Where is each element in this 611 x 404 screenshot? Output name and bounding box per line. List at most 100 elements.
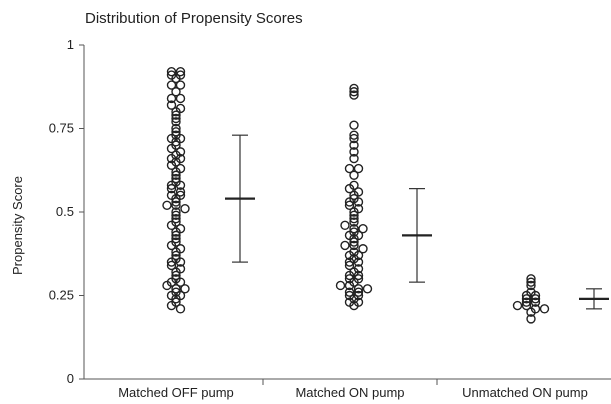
data-point <box>349 87 359 97</box>
data-point <box>171 177 181 187</box>
data-point <box>349 83 359 94</box>
data-point <box>175 147 186 157</box>
data-point <box>171 127 181 137</box>
data-point <box>521 300 532 311</box>
x-category-label: Matched OFF pump <box>118 385 234 400</box>
data-point <box>353 163 364 174</box>
data-point <box>171 170 181 180</box>
data-point <box>530 297 541 307</box>
data-point <box>349 210 359 221</box>
data-point <box>526 274 536 284</box>
data-point <box>526 277 536 287</box>
data-point <box>175 93 186 104</box>
data-point <box>521 297 532 307</box>
y-tick-label: 0 <box>67 371 74 386</box>
data-point <box>171 173 181 184</box>
data-point <box>180 203 190 214</box>
data-point <box>349 90 359 100</box>
data-point <box>171 230 181 241</box>
y-tick-label: 1 <box>67 37 74 52</box>
data-point <box>171 207 181 217</box>
data-point <box>530 304 541 314</box>
data-point <box>521 294 532 304</box>
data-point <box>175 187 186 197</box>
data-point <box>171 110 181 120</box>
data-point <box>171 200 181 211</box>
data-point <box>175 70 186 80</box>
data-point <box>171 140 181 150</box>
y-tick-label: 0.75 <box>49 121 74 136</box>
data-point <box>175 244 186 254</box>
data-point <box>349 170 359 180</box>
data-point <box>171 250 181 261</box>
data-point <box>166 80 177 90</box>
data-point <box>335 280 346 291</box>
x-category-label: Matched ON pump <box>295 385 404 400</box>
data-point <box>349 180 359 190</box>
data-point <box>175 190 186 201</box>
data-point <box>349 153 359 164</box>
y-tick-label: 0.25 <box>49 288 74 303</box>
y-tick-label: 0.5 <box>56 204 74 219</box>
data-point <box>175 304 186 314</box>
data-point <box>171 234 181 244</box>
data-point <box>349 240 359 251</box>
data-point <box>175 223 186 234</box>
data-point <box>349 217 359 227</box>
data-point <box>340 240 350 251</box>
data-point <box>353 284 364 294</box>
data-point <box>358 244 368 254</box>
data-point <box>344 274 355 284</box>
data-point <box>526 280 536 291</box>
data-point <box>171 117 181 127</box>
data-point <box>349 223 359 234</box>
data-point <box>171 217 181 227</box>
data-point <box>349 213 359 224</box>
data-point <box>171 130 181 140</box>
data-point <box>166 183 177 194</box>
data-point <box>353 264 364 274</box>
data-point <box>171 123 181 134</box>
data-point <box>171 213 181 224</box>
data-point <box>344 287 355 297</box>
data-point <box>175 264 186 274</box>
data-point <box>349 147 359 157</box>
data-point <box>166 190 177 201</box>
data-point <box>166 100 177 110</box>
data-point <box>344 163 355 174</box>
data-point <box>353 290 364 301</box>
data-point <box>171 297 181 307</box>
data-point <box>362 284 373 294</box>
data-point <box>353 287 364 297</box>
data-point <box>175 103 186 114</box>
data-point <box>166 260 177 271</box>
data-point <box>175 80 186 90</box>
data-point <box>171 87 181 97</box>
data-point <box>353 203 364 214</box>
data-point <box>166 93 177 104</box>
data-point <box>344 260 355 271</box>
data-point <box>171 113 181 124</box>
data-point <box>171 270 181 281</box>
data-point <box>349 237 359 247</box>
x-category-label: Unmatched ON pump <box>462 385 588 400</box>
data-point <box>171 284 181 294</box>
data-point <box>349 120 359 130</box>
data-point <box>349 227 359 237</box>
data-point <box>166 67 177 77</box>
data-point <box>530 294 541 304</box>
chart-title: Distribution of Propensity Scores <box>85 10 303 27</box>
data-point <box>353 274 364 284</box>
data-point <box>171 254 181 264</box>
data-point <box>353 187 364 197</box>
data-point <box>340 220 350 231</box>
data-point <box>166 70 177 80</box>
data-point <box>171 237 181 247</box>
data-point <box>539 304 550 314</box>
data-point <box>526 287 536 297</box>
data-point <box>171 274 181 284</box>
data-point <box>162 200 172 211</box>
data-point <box>171 287 181 297</box>
data-point <box>171 210 181 221</box>
